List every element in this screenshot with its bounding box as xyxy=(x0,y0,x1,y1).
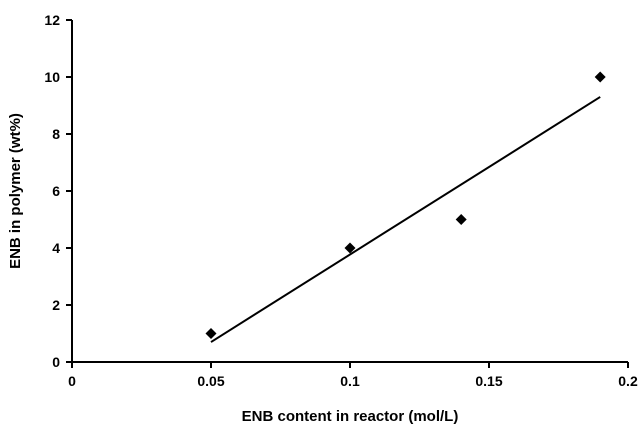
y-tick-label: 2 xyxy=(52,297,60,313)
y-tick-label: 0 xyxy=(52,354,60,370)
data-point-diamond xyxy=(455,214,467,225)
x-tick-label: 0.2 xyxy=(618,373,638,389)
x-axis-title: ENB content in reactor (mol/L) xyxy=(242,408,459,425)
y-tick-label: 8 xyxy=(52,126,60,142)
x-tick-label: 0 xyxy=(68,373,76,389)
trendline-group xyxy=(210,96,601,343)
data-point-diamond xyxy=(594,71,606,83)
x-ticks: 0 0.05 0.1 0.15 0.2 xyxy=(68,362,638,389)
y-tick-label: 6 xyxy=(52,183,60,199)
y-tick-label: 10 xyxy=(44,69,60,85)
plot-area: 0 2 4 6 8 10 12 0 0.05 0.1 0.15 0.2 xyxy=(44,12,638,389)
x-tick-label: 0.15 xyxy=(475,373,502,389)
data-point-diamond xyxy=(344,242,356,254)
y-axis-title: ENB in polymer (wt%) xyxy=(7,113,24,269)
data-point-diamond xyxy=(205,328,217,339)
y-ticks: 0 2 4 6 8 10 12 xyxy=(44,12,72,370)
data-points xyxy=(205,71,606,339)
y-tick-label: 4 xyxy=(52,240,60,256)
y-tick-label: 12 xyxy=(44,12,60,28)
x-tick-label: 0.1 xyxy=(340,373,360,389)
trendline xyxy=(210,96,601,343)
x-tick-label: 0.05 xyxy=(197,373,224,389)
